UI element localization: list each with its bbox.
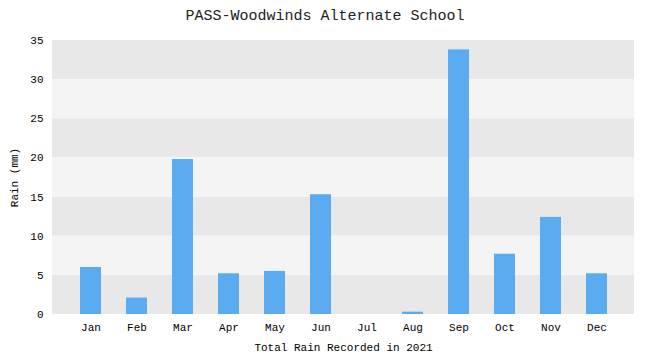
- svg-text:Rain (mm): Rain (mm): [9, 148, 21, 207]
- svg-text:30: 30: [30, 74, 43, 86]
- svg-text:May: May: [265, 322, 285, 334]
- svg-text:10: 10: [30, 231, 43, 243]
- svg-text:Jan: Jan: [81, 322, 101, 334]
- svg-text:Total Rain Recorded in 2021: Total Rain Recorded in 2021: [254, 342, 433, 354]
- svg-text:Mar: Mar: [173, 322, 193, 334]
- svg-text:15: 15: [30, 192, 43, 204]
- svg-text:Feb: Feb: [127, 322, 147, 334]
- svg-text:Oct: Oct: [495, 322, 515, 334]
- svg-text:5: 5: [37, 270, 44, 282]
- svg-text:Jul: Jul: [357, 322, 377, 334]
- svg-text:35: 35: [30, 35, 43, 47]
- svg-text:Dec: Dec: [587, 322, 607, 334]
- svg-text:25: 25: [30, 113, 43, 125]
- svg-text:Jun: Jun: [311, 322, 331, 334]
- svg-text:20: 20: [30, 152, 43, 164]
- html-text:PASS-Woodwinds Alternate Schoo: PASS-Woodwinds Alternate School: [185, 8, 465, 25]
- svg-text:Sep: Sep: [449, 322, 469, 334]
- svg-text:Apr: Apr: [219, 322, 239, 334]
- svg-text:Aug: Aug: [403, 322, 423, 334]
- svg-text:Nov: Nov: [541, 322, 561, 334]
- svg-text:0: 0: [37, 309, 44, 321]
